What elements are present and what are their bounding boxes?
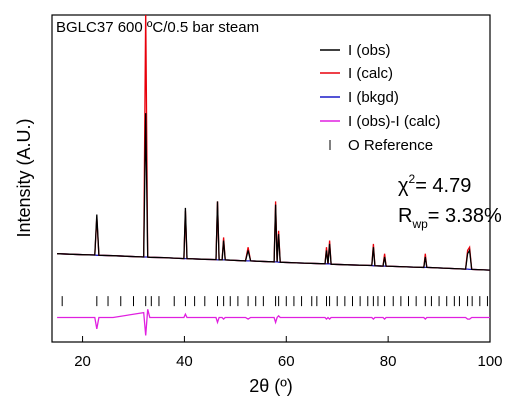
legend-label: I (obs)-I (calc) xyxy=(348,113,441,130)
series-line xyxy=(57,113,490,271)
x-tick-label: 40 xyxy=(176,353,193,370)
annotation-part: χ xyxy=(398,175,409,197)
legend-label: I (calc) xyxy=(348,65,393,82)
annotation: χ2= 4.79 xyxy=(398,172,471,197)
plot-frame xyxy=(51,14,491,343)
series-line xyxy=(57,309,490,336)
plot-area xyxy=(57,15,490,336)
annotation: Rwp= 3.38% xyxy=(398,205,502,231)
x-axis-label: 2θ (º) xyxy=(249,376,293,396)
annotation-part: 2 xyxy=(409,172,416,186)
annotation-part: R xyxy=(398,205,412,227)
annotation-part: = 4.79 xyxy=(415,175,471,197)
x-tick-label: 80 xyxy=(380,353,397,370)
annotation-part: wp xyxy=(411,217,428,231)
x-tick-label: 60 xyxy=(278,353,295,370)
chart-title: BGLC37 600 ºC/0.5 bar steam xyxy=(56,19,259,36)
legend-label: I (obs) xyxy=(348,42,391,59)
y-axis-label: Intensity (A.U.) xyxy=(14,118,34,237)
x-tick-label: 20 xyxy=(74,353,91,370)
annotation-part: = 3.38% xyxy=(428,205,502,227)
x-tick-label: 100 xyxy=(477,353,502,370)
legend-label: I (bkgd) xyxy=(348,89,399,106)
legend-label: O Reference xyxy=(348,137,433,154)
